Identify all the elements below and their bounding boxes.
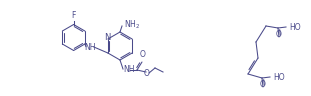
Text: HO: HO	[273, 72, 285, 82]
Text: O: O	[144, 69, 150, 77]
Text: NH: NH	[123, 65, 134, 74]
Text: F: F	[72, 10, 76, 19]
Text: O: O	[260, 80, 266, 89]
Text: HO: HO	[289, 22, 301, 31]
Text: O: O	[276, 30, 282, 39]
Text: NH: NH	[84, 43, 95, 51]
Text: O: O	[140, 50, 146, 59]
Text: N: N	[104, 33, 111, 42]
Text: NH$_2$: NH$_2$	[124, 19, 140, 31]
